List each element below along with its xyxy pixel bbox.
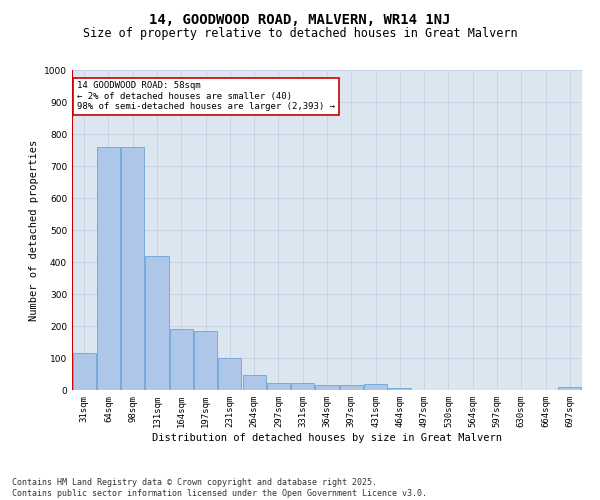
Bar <box>73 353 95 390</box>
Text: 14 GOODWOOD ROAD: 58sqm
← 2% of detached houses are smaller (40)
98% of semi-det: 14 GOODWOOD ROAD: 58sqm ← 2% of detached… <box>77 81 335 111</box>
Bar <box>364 384 387 390</box>
Bar <box>267 383 290 390</box>
Bar <box>291 383 314 390</box>
Bar <box>388 388 412 390</box>
Bar <box>121 147 144 390</box>
X-axis label: Distribution of detached houses by size in Great Malvern: Distribution of detached houses by size … <box>152 432 502 442</box>
Bar <box>194 331 217 390</box>
Y-axis label: Number of detached properties: Number of detached properties <box>29 140 38 320</box>
Bar <box>145 256 169 390</box>
Bar <box>170 329 193 390</box>
Bar <box>316 385 338 390</box>
Text: Contains HM Land Registry data © Crown copyright and database right 2025.
Contai: Contains HM Land Registry data © Crown c… <box>12 478 427 498</box>
Bar <box>242 374 266 390</box>
Bar <box>218 358 241 390</box>
Text: 14, GOODWOOD ROAD, MALVERN, WR14 1NJ: 14, GOODWOOD ROAD, MALVERN, WR14 1NJ <box>149 12 451 26</box>
Bar <box>97 147 120 390</box>
Bar <box>559 388 581 390</box>
Bar <box>340 385 363 390</box>
Text: Size of property relative to detached houses in Great Malvern: Size of property relative to detached ho… <box>83 28 517 40</box>
